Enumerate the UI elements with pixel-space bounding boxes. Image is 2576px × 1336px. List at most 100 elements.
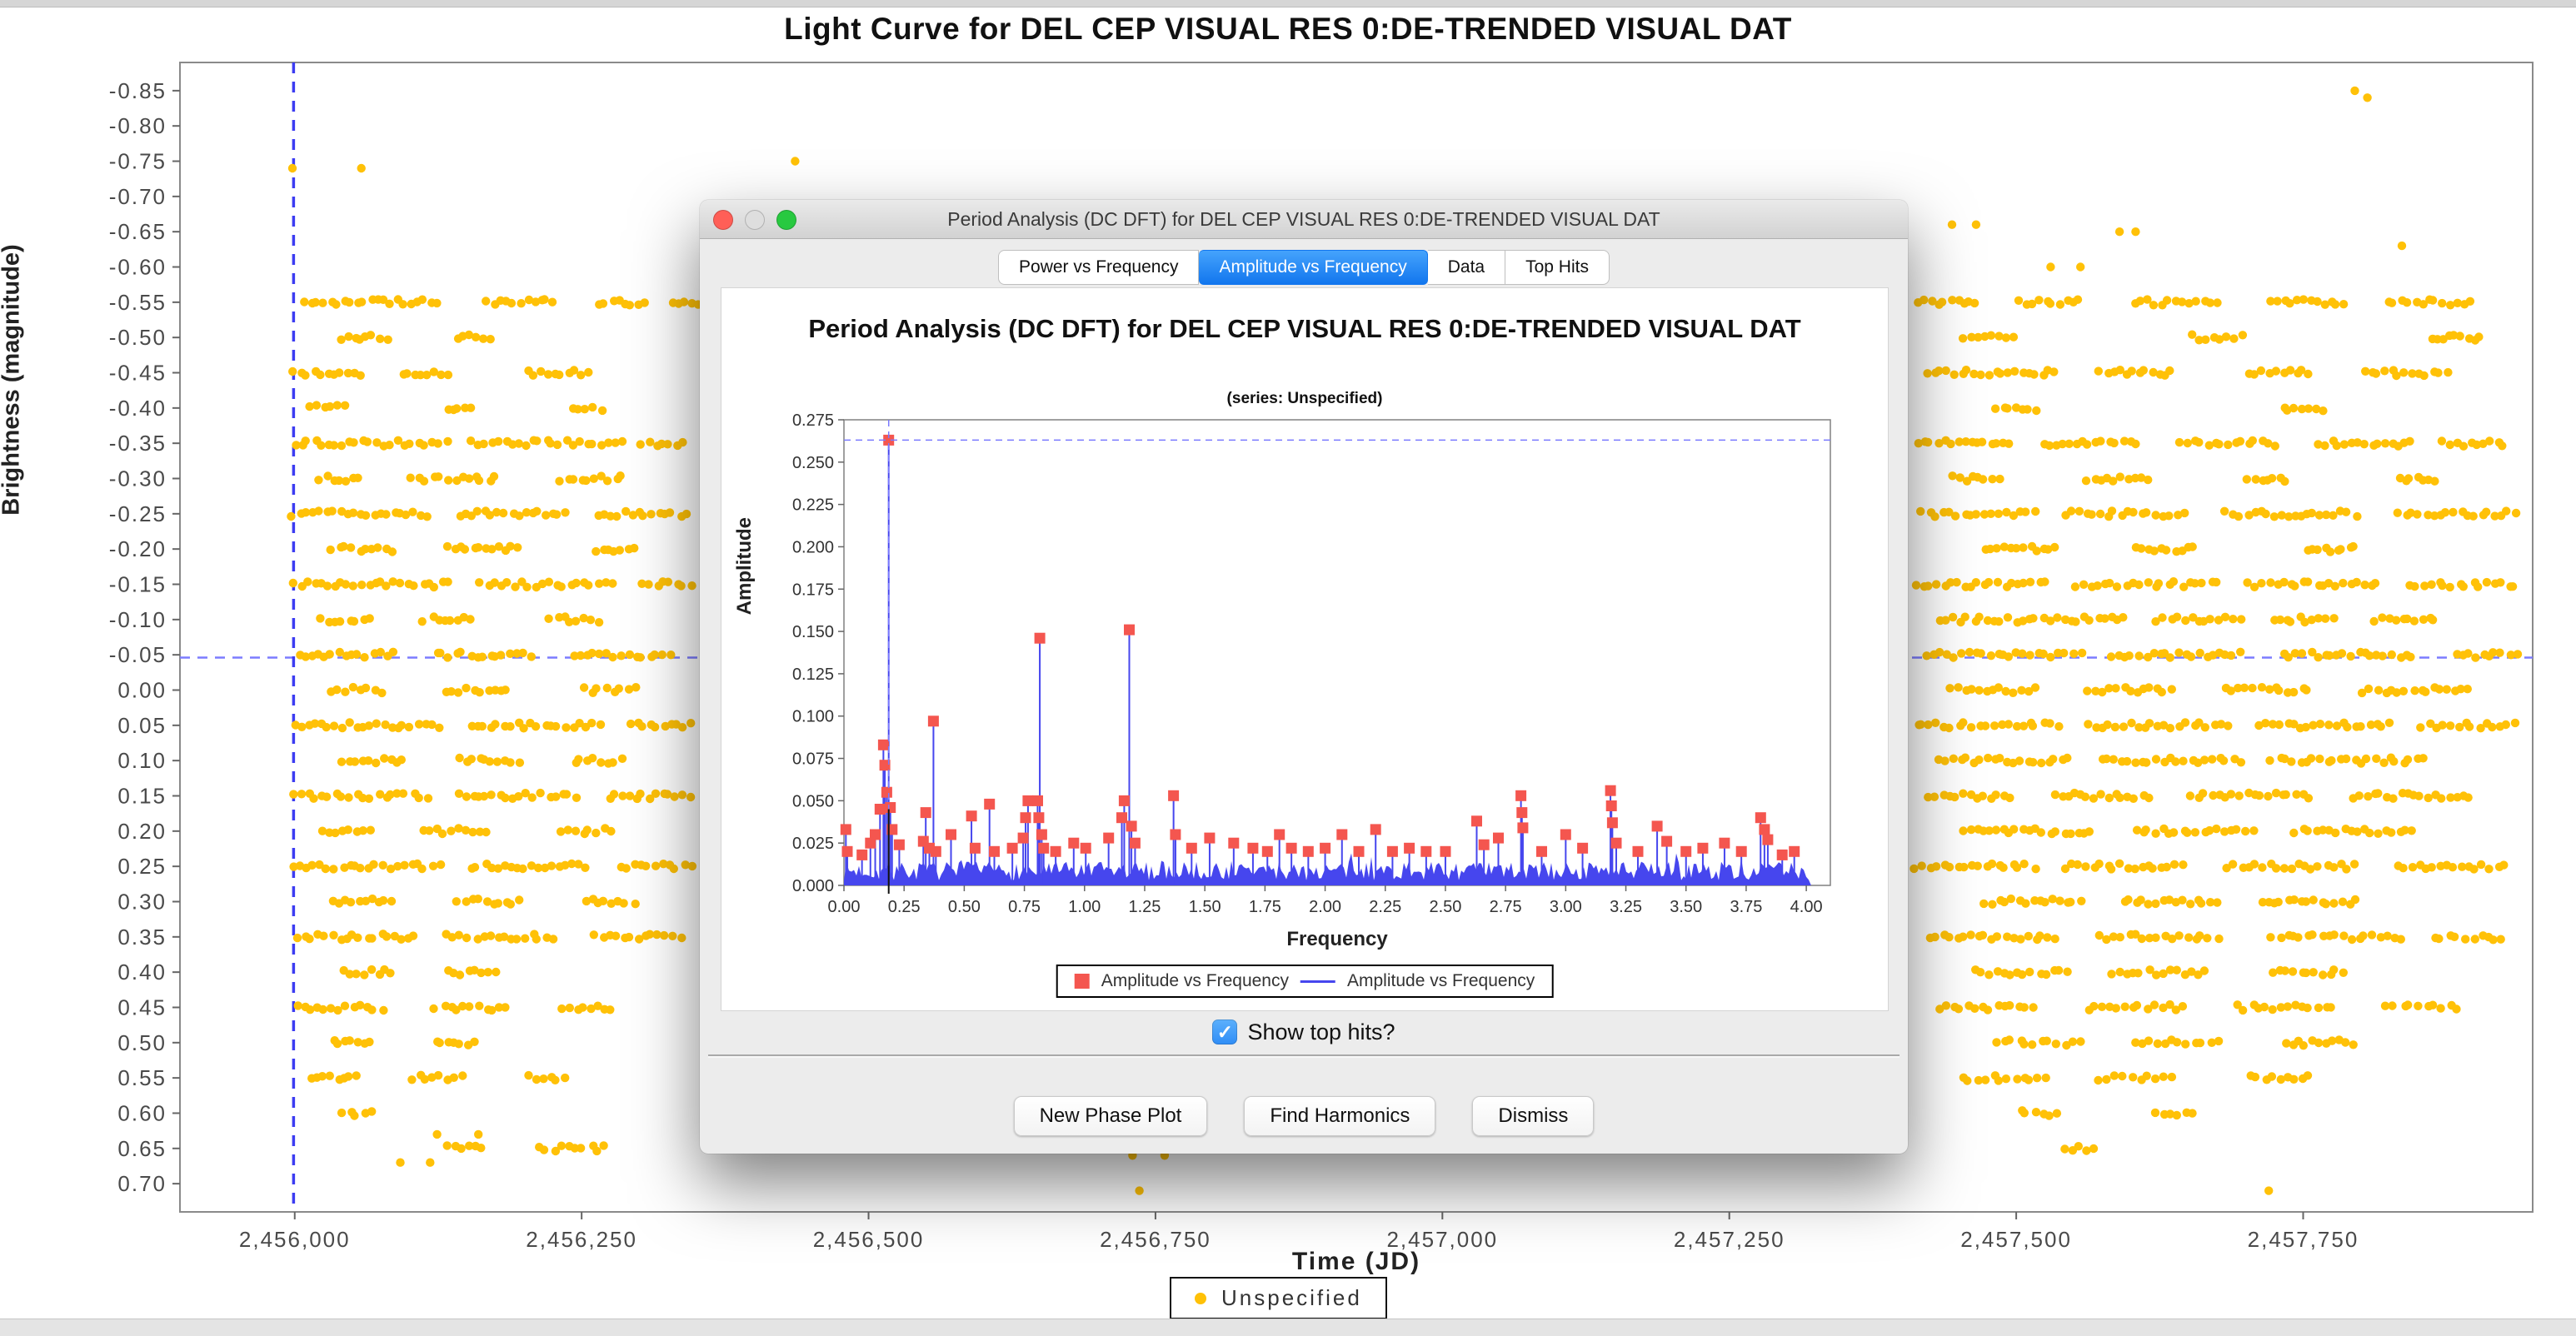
top-hit-marker	[1735, 845, 1747, 857]
observation-point	[2464, 649, 2473, 658]
observation-point	[452, 897, 461, 906]
observation-point	[2332, 441, 2341, 451]
observation-point	[1959, 862, 1969, 872]
zoom-button[interactable]	[776, 210, 796, 230]
top-hit-marker	[1020, 812, 1031, 824]
observation-point	[358, 793, 367, 803]
observation-point	[2242, 475, 2251, 484]
observation-point	[414, 720, 424, 729]
minimize-button[interactable]	[745, 210, 765, 230]
observation-point	[332, 1039, 342, 1049]
observation-point	[1924, 792, 1933, 802]
observation-point	[2307, 616, 2316, 625]
observation-point	[2282, 1039, 2291, 1048]
observation-point	[1934, 366, 1944, 376]
observation-point	[2259, 1002, 2269, 1012]
tab-power-vs-frequency[interactable]: Power vs Frequency	[998, 250, 1200, 285]
observation-point	[2326, 1003, 2335, 1012]
observation-point	[588, 754, 597, 763]
observation-point	[2149, 649, 2159, 658]
observation-point	[2052, 1109, 2062, 1118]
observation-point	[2236, 758, 2246, 767]
observation-point	[506, 900, 515, 909]
observation-point	[2361, 754, 2371, 764]
observation-point	[636, 789, 645, 799]
observation-point	[2397, 241, 2407, 251]
observation-point	[293, 1001, 302, 1010]
observation-point	[2224, 721, 2233, 730]
dismiss-button[interactable]: Dismiss	[1472, 1096, 1595, 1136]
observation-point	[2239, 683, 2249, 692]
observation-point	[2256, 366, 2266, 376]
observation-point	[547, 297, 557, 307]
top-hit-marker	[1478, 839, 1490, 850]
top-hit-marker	[1274, 829, 1286, 840]
top-hit-marker	[1032, 795, 1043, 806]
observation-point	[2098, 687, 2107, 697]
observation-point	[322, 792, 332, 801]
observation-point	[574, 755, 583, 764]
observation-point	[2269, 512, 2279, 521]
observation-point	[2151, 755, 2161, 764]
observation-point	[2496, 935, 2505, 944]
observation-point	[364, 756, 373, 765]
observation-point	[2131, 930, 2140, 939]
observation-point	[470, 1037, 479, 1047]
observation-point	[340, 1001, 350, 1010]
observation-point	[361, 683, 371, 693]
observation-point	[348, 508, 358, 517]
observation-point	[563, 825, 572, 835]
observation-point	[2373, 439, 2382, 448]
observation-point	[2032, 406, 2041, 416]
observation-point	[379, 1005, 388, 1015]
observation-point	[2314, 511, 2324, 520]
observation-point	[2119, 722, 2129, 731]
top-hit-marker	[1651, 820, 1663, 832]
observation-point	[2171, 1005, 2180, 1014]
observation-point	[432, 298, 442, 308]
show-top-hits-checkbox[interactable]: ✓	[1212, 1019, 1238, 1044]
observation-point	[366, 331, 376, 340]
observation-point	[2194, 718, 2204, 727]
find-harmonics-button[interactable]: Find Harmonics	[1244, 1096, 1436, 1136]
observation-point	[2313, 545, 2322, 555]
observation-point	[479, 791, 489, 801]
observation-point	[632, 683, 641, 692]
observation-point	[2437, 436, 2447, 446]
observation-point	[1954, 437, 1964, 446]
observation-point	[2325, 547, 2335, 556]
close-button[interactable]	[713, 210, 733, 230]
tab-top-hits[interactable]: Top Hits	[1505, 250, 1610, 285]
observation-point	[2485, 436, 2494, 446]
observation-point	[2339, 300, 2349, 309]
top-hit-marker	[1129, 837, 1141, 849]
observation-point	[1990, 404, 2000, 413]
observation-point	[2073, 860, 2082, 870]
dialog-titlebar[interactable]: Period Analysis (DC DFT) for DEL CEP VIS…	[700, 200, 1908, 239]
dft-plot[interactable]: 0.000 0.025 0.050 0.075 0.100 0.125 0.150 0.175…	[721, 288, 1888, 1010]
observation-point	[2087, 510, 2096, 519]
observation-point	[367, 965, 377, 975]
observation-point	[1940, 756, 1949, 765]
observation-point	[2319, 970, 2328, 980]
new-phase-plot-button[interactable]: New Phase Plot	[1013, 1096, 1208, 1136]
observation-point	[640, 298, 649, 307]
observation-point	[2356, 722, 2365, 731]
top-hit-marker	[1050, 845, 1061, 857]
observation-point	[2143, 295, 2152, 304]
dft-x-axis-label: Frequency	[1286, 928, 1388, 950]
observation-point	[2268, 720, 2278, 729]
observation-point	[1986, 509, 1995, 518]
observation-point	[611, 438, 620, 447]
observation-point	[2151, 511, 2160, 520]
observation-point	[2014, 756, 2024, 765]
observation-point	[2030, 683, 2040, 692]
tab-amplitude-vs-frequency[interactable]: Amplitude vs Frequency	[1199, 250, 1428, 285]
observation-point	[352, 650, 362, 659]
observation-point	[584, 581, 593, 590]
observation-point	[345, 970, 354, 979]
observation-point	[396, 1158, 405, 1167]
tab-data[interactable]: Data	[1427, 250, 1506, 285]
observation-point	[1952, 577, 1961, 587]
observation-point	[2001, 686, 2010, 696]
